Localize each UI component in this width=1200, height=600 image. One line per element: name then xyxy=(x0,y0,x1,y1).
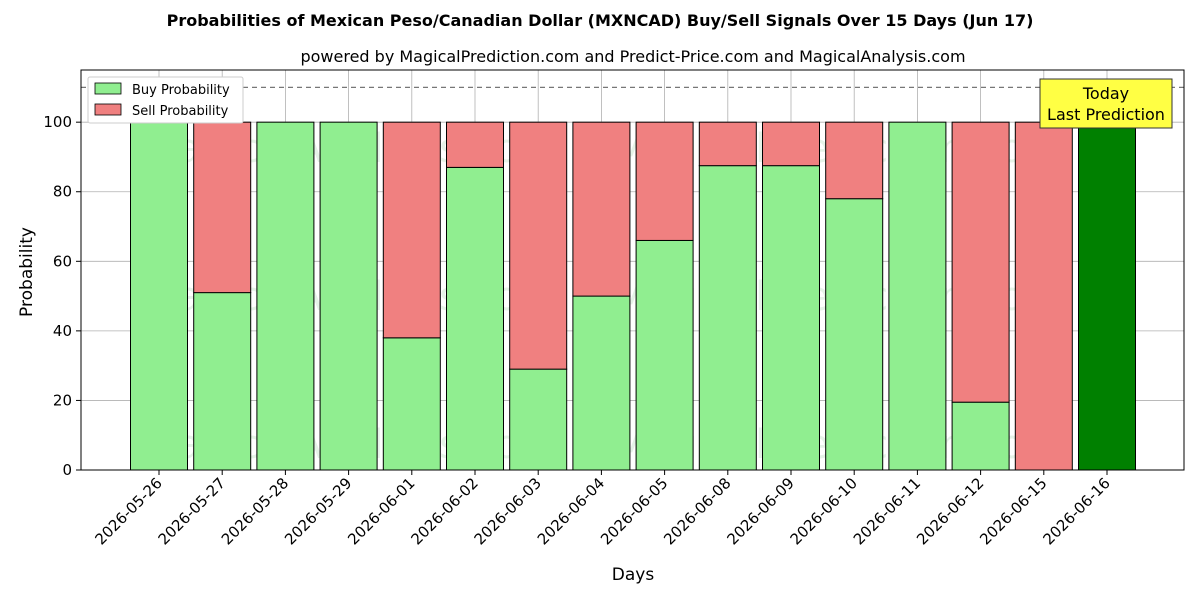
bar-buy-2026-05-28 xyxy=(256,121,315,471)
x-tick-label: 2026-06-09 xyxy=(723,474,797,548)
bar-sell-2026-06-02 xyxy=(446,121,504,168)
bar-buy-2026-06-05 xyxy=(635,239,694,471)
bar-buy-2026-05-27 xyxy=(193,292,252,471)
x-tick-label: 2026-05-27 xyxy=(155,474,229,548)
chart-subtitle: powered by MagicalPrediction.com and Pre… xyxy=(300,47,965,66)
plot-frame xyxy=(80,69,1185,471)
legend: Buy Probability Sell Probability xyxy=(87,76,244,124)
bar-buy-2026-06-10 xyxy=(825,198,884,471)
y-tick-label: 40 xyxy=(53,322,72,340)
x-tick-label: 2026-06-03 xyxy=(471,474,545,548)
x-tick-label: 2026-06-15 xyxy=(976,474,1050,548)
today-annotation: Today Last Prediction xyxy=(1039,78,1173,129)
y-tick-label: 0 xyxy=(62,461,72,479)
y-axis: 0 20 40 60 80 100 xyxy=(43,113,81,479)
x-axis: 2026-05-262026-05-272026-05-282026-05-29… xyxy=(91,470,1114,548)
x-tick-label: 2026-05-28 xyxy=(218,474,292,548)
bar-buy-2026-06-12 xyxy=(951,401,1010,471)
bar-buy-2026-06-11 xyxy=(888,121,947,471)
legend-sell-label: Sell Probability xyxy=(132,104,229,119)
legend-sell-swatch xyxy=(94,103,122,116)
bar-sell-2026-05-27 xyxy=(193,121,252,294)
chart-title: Probabilities of Mexican Peso/Canadian D… xyxy=(167,11,1034,30)
legend-box xyxy=(87,76,244,124)
bar-buy-2026-06-03 xyxy=(509,368,568,471)
bar-buy-2026-06-09 xyxy=(762,165,820,471)
x-tick-label: 2026-06-16 xyxy=(1039,474,1113,548)
bar-sell-2026-06-01 xyxy=(382,121,441,339)
today-annotation-line1: Today xyxy=(1082,84,1129,103)
y-axis-label: Probability xyxy=(17,227,37,317)
bar-sell-2026-06-05 xyxy=(635,121,694,241)
x-tick-label: 2026-06-04 xyxy=(534,474,608,548)
bar-buy-2026-06-08 xyxy=(698,165,757,471)
x-tick-label: 2026-05-29 xyxy=(281,474,355,548)
x-tick-label: 2026-06-01 xyxy=(344,474,418,548)
bar-sell-2026-06-10 xyxy=(825,121,884,200)
bar-buy-2026-06-01 xyxy=(382,337,441,471)
x-tick-label: 2026-05-26 xyxy=(91,474,165,548)
today-annotation-line2: Last Prediction xyxy=(1047,105,1165,124)
bar-sell-2026-06-12 xyxy=(951,121,1010,403)
legend-buy-label: Buy Probability xyxy=(132,83,230,98)
x-axis-label: Days xyxy=(612,565,655,585)
bar-buy-2026-06-04 xyxy=(572,295,631,471)
legend-buy-swatch xyxy=(94,82,122,95)
bar-sell-2026-06-03 xyxy=(509,121,568,370)
bar-buy-2026-06-16 xyxy=(1078,121,1136,471)
x-tick-label: 2026-06-02 xyxy=(407,474,481,548)
x-tick-label: 2026-06-05 xyxy=(597,474,671,548)
bar-sell-2026-06-04 xyxy=(572,121,631,297)
today-annotation-box xyxy=(1039,78,1173,129)
y-tick-label: 100 xyxy=(43,113,72,131)
bar-sell-2026-06-08 xyxy=(698,121,757,167)
x-tick-label: 2026-06-08 xyxy=(660,474,734,548)
x-tick-label: 2026-06-10 xyxy=(787,474,861,548)
bars xyxy=(130,121,1136,471)
bar-sell-2026-06-09 xyxy=(762,121,820,167)
y-tick-label: 80 xyxy=(53,183,72,201)
y-tick-label: 60 xyxy=(53,252,72,270)
bar-sell-2026-06-15 xyxy=(1014,121,1073,471)
y-tick-label: 20 xyxy=(53,391,72,409)
bar-buy-2026-05-26 xyxy=(130,121,188,471)
x-tick-label: 2026-06-12 xyxy=(913,474,987,548)
bar-buy-2026-05-29 xyxy=(319,121,378,471)
x-tick-label: 2026-06-11 xyxy=(850,474,924,548)
bar-buy-2026-06-02 xyxy=(446,166,504,471)
